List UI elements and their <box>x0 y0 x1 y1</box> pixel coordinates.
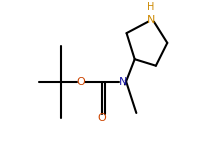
Text: H: H <box>147 2 155 12</box>
Text: N: N <box>119 77 128 87</box>
Text: O: O <box>77 77 85 87</box>
Text: O: O <box>98 113 107 123</box>
Text: N: N <box>147 15 155 25</box>
